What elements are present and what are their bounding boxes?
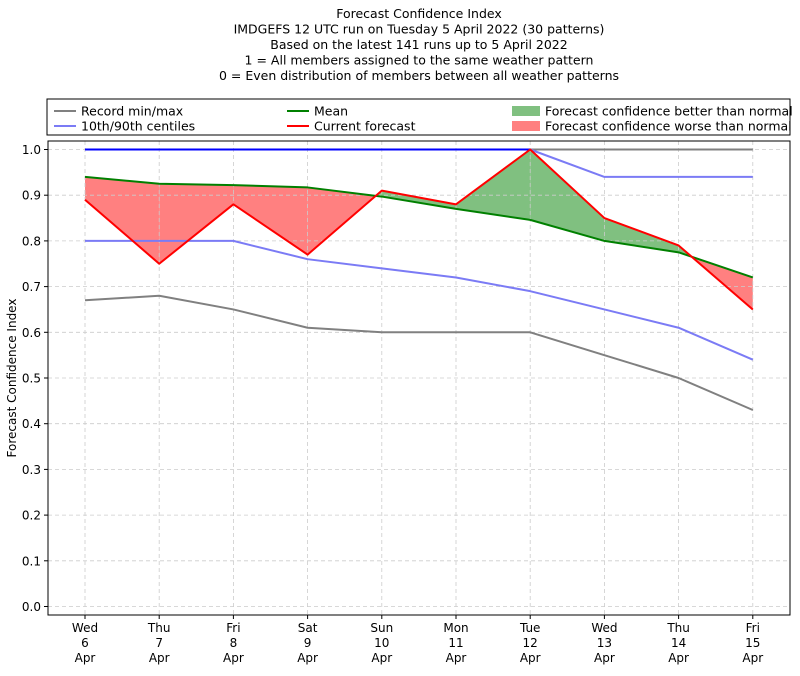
y-tick-label: 0.9 — [22, 189, 41, 203]
y-axis-label: Forecast Confidence Index — [5, 299, 19, 458]
legend-label: Mean — [314, 104, 348, 119]
x-tick-label: Apr — [223, 651, 244, 665]
x-tick-label: Mon — [443, 621, 468, 635]
x-tick-label: Apr — [520, 651, 541, 665]
y-tick-label: 0.0 — [22, 600, 41, 614]
legend-label: Forecast confidence worse than normal — [545, 119, 792, 134]
x-tick-label: 12 — [523, 636, 538, 650]
legend-label: Forecast confidence better than normal — [545, 104, 793, 119]
x-tick-label: Sun — [370, 621, 393, 635]
x-tick-label: 11 — [448, 636, 463, 650]
legend-label: Record min/max — [81, 104, 183, 119]
legend: Record min/max Mean Forecast confidence be… — [46, 98, 793, 136]
x-tick-label: Apr — [371, 651, 392, 665]
chart-title-line: 1 = All members assigned to the same wea… — [245, 53, 594, 68]
y-tick-label: 0.3 — [22, 463, 41, 477]
legend-label: 10th/90th centiles — [81, 119, 195, 134]
x-tick-label: Apr — [742, 651, 763, 665]
worse-than-normal-area — [159, 183, 234, 264]
chart-title-line: IMDGEFS 12 UTC run on Tuesday 5 April 20… — [234, 22, 605, 37]
legend-swatch — [512, 121, 540, 131]
record-min-line — [84, 294, 754, 411]
x-tick-label: 10 — [374, 636, 389, 650]
y-tick-label: 1.0 — [22, 143, 41, 157]
x-tick-label: Fri — [226, 621, 240, 635]
y-tick-label: 0.5 — [22, 372, 41, 386]
x-tick-label: 6 — [81, 636, 89, 650]
x-tick-label: 9 — [304, 636, 312, 650]
chart-title-line: 0 = Even distribution of members between… — [219, 68, 619, 83]
confidence-fills — [85, 149, 753, 310]
x-tick-label: Tue — [519, 621, 541, 635]
x-tick-label: 13 — [597, 636, 612, 650]
y-tick-label: 0.7 — [22, 280, 41, 294]
mean-line — [84, 175, 754, 279]
better-than-normal-area — [604, 218, 679, 253]
x-tick-label: Apr — [668, 651, 689, 665]
legend-swatch — [512, 106, 540, 116]
legend-frame — [46, 98, 791, 136]
x-tick-label: Apr — [149, 651, 170, 665]
x-tick-label: 7 — [155, 636, 163, 650]
y-axis-ticks: 0.0 0.1 0.2 0.3 0.4 0.5 0.6 0.7 0.8 0.9 1.0 — [22, 143, 48, 614]
worse-than-normal-area — [233, 185, 308, 255]
x-tick-label: Fri — [746, 621, 760, 635]
x-tick-label: Apr — [75, 651, 96, 665]
worse-than-normal-area — [85, 176, 160, 264]
y-tick-label: 0.2 — [22, 509, 41, 523]
x-tick-label: Sat — [298, 621, 318, 635]
x-tick-label: 15 — [745, 636, 760, 650]
series-lines — [84, 148, 754, 411]
x-tick-label: Thu — [666, 621, 690, 635]
x-tick-label: 14 — [671, 636, 686, 650]
x-axis-ticks: Wed6AprThu7AprFri8AprSat9AprSun10AprMon1… — [72, 615, 763, 665]
x-tick-label: Thu — [147, 621, 171, 635]
legend-label: Current forecast — [314, 119, 416, 134]
y-tick-label: 0.8 — [22, 234, 41, 248]
y-tick-label: 0.6 — [22, 326, 41, 340]
x-tick-label: Apr — [446, 651, 467, 665]
y-tick-label: 0.4 — [22, 417, 41, 431]
better-than-normal-area — [456, 149, 531, 220]
chart-title-line: Based on the latest 141 runs up to 5 Apr… — [270, 37, 567, 52]
p90-line — [85, 148, 753, 178]
y-tick-label: 0.1 — [22, 554, 41, 568]
x-tick-label: Apr — [297, 651, 318, 665]
x-tick-label: 8 — [230, 636, 238, 650]
worse-than-normal-area — [307, 187, 376, 255]
x-tick-label: Wed — [72, 621, 98, 635]
chart-title-line: Forecast Confidence Index — [336, 6, 502, 21]
current-forecast-line — [84, 148, 754, 311]
x-tick-label: Apr — [594, 651, 615, 665]
x-tick-label: Wed — [591, 621, 617, 635]
p10-line — [85, 239, 754, 361]
